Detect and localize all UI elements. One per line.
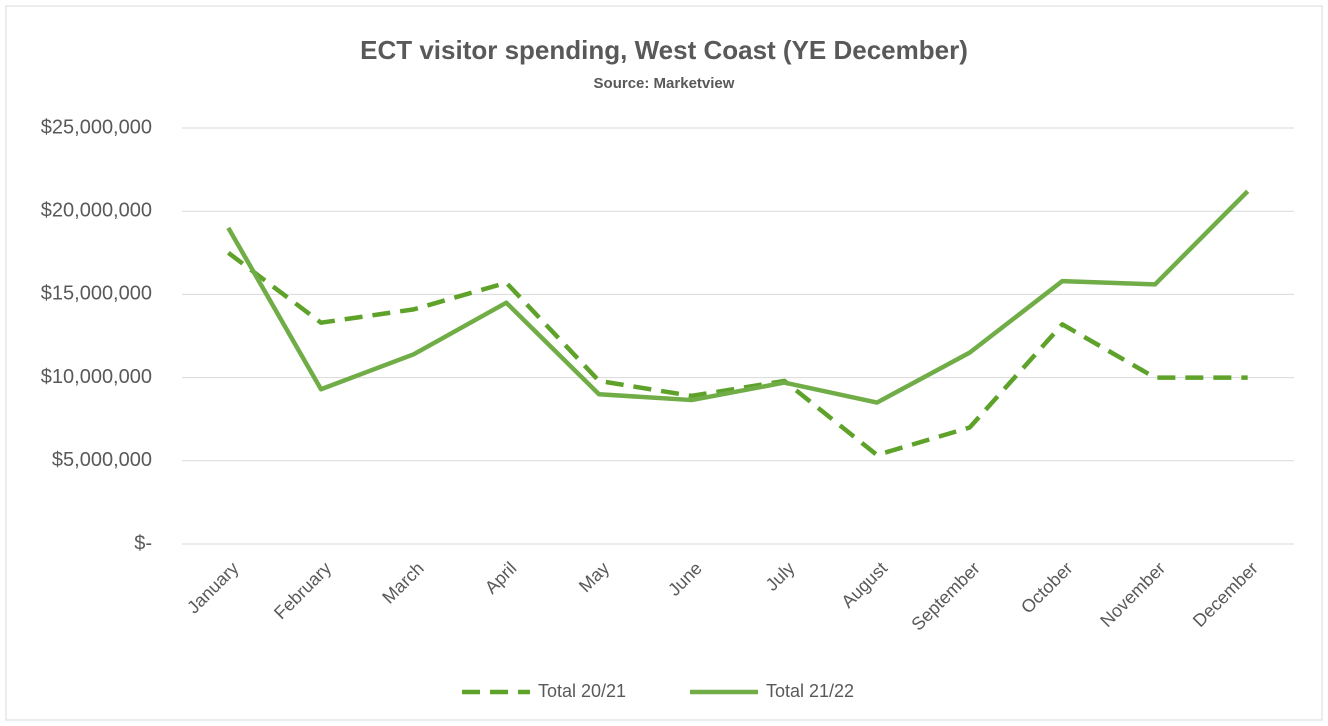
legend-label: Total 21/22 [766, 681, 854, 701]
legend-label: Total 20/21 [538, 681, 626, 701]
chart-title: ECT visitor spending, West Coast (YE Dec… [360, 35, 968, 65]
y-tick-label: $- [134, 532, 152, 554]
y-tick-label: $10,000,000 [41, 366, 152, 388]
y-tick-label: $20,000,000 [41, 199, 152, 221]
chart-border [5, 5, 1323, 721]
series-line [226, 189, 1250, 405]
chart-subtitle: Source: Marketview [594, 75, 735, 92]
y-tick-label: $25,000,000 [41, 116, 152, 138]
y-tick-label: $15,000,000 [41, 283, 152, 305]
y-tick-label: $5,000,000 [52, 449, 152, 471]
